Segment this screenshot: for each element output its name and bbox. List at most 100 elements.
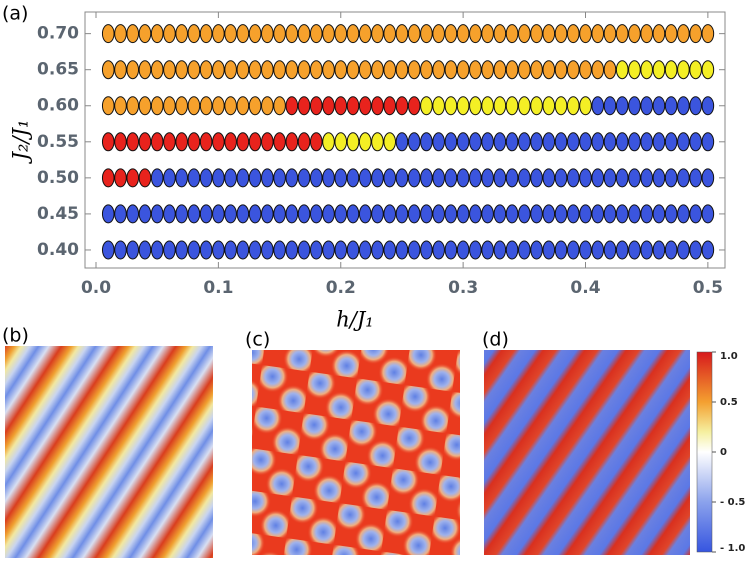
phase-point — [530, 240, 543, 260]
phase-point — [334, 60, 348, 80]
panel-label: (d) — [482, 329, 509, 351]
y-tick-label: 0.70 — [37, 24, 79, 44]
phase-point — [395, 60, 409, 80]
phase-point — [383, 24, 397, 44]
phase-point — [138, 24, 152, 44]
phase-point — [505, 96, 519, 116]
phase-point — [689, 24, 702, 44]
phase-point — [175, 96, 188, 116]
phase-point — [469, 168, 482, 188]
phase-point — [493, 60, 507, 80]
phase-point — [579, 168, 592, 188]
phase-point — [420, 60, 433, 80]
colorbar — [696, 351, 713, 553]
phase-point — [518, 24, 531, 44]
phase-point — [236, 24, 250, 44]
phase-point — [481, 24, 494, 44]
phase-point — [175, 24, 188, 44]
phase-point — [163, 60, 176, 80]
phase-point — [554, 132, 568, 152]
phase-point — [199, 96, 213, 116]
phase-point — [407, 60, 421, 80]
phase-point — [101, 60, 115, 80]
x-tick-label: 0.4 — [570, 278, 600, 298]
phase-point — [224, 204, 237, 224]
phase-point — [163, 96, 176, 116]
phase-point — [273, 204, 286, 224]
phase-point — [371, 204, 384, 224]
phase-point — [273, 168, 286, 188]
phase-point — [530, 60, 543, 80]
phase-point — [591, 96, 605, 116]
phase-point — [542, 96, 556, 116]
phase-point — [407, 204, 421, 224]
phase-point — [701, 60, 715, 80]
phase-point — [677, 96, 690, 116]
phase-point — [101, 132, 115, 152]
heatmap-d — [484, 350, 690, 555]
phase-point — [297, 60, 311, 80]
phase-point — [701, 204, 715, 224]
phase-point — [297, 132, 311, 152]
phase-point — [395, 132, 409, 152]
phase-point — [114, 96, 127, 116]
phase-point — [358, 240, 372, 260]
phase-point — [566, 60, 580, 80]
phase-point — [236, 60, 250, 80]
phase-point — [542, 60, 556, 80]
phase-point — [566, 168, 580, 188]
phase-point — [689, 96, 702, 116]
phase-point — [248, 132, 262, 152]
phase-point — [358, 132, 372, 152]
phase-point — [701, 168, 715, 188]
phase-point — [444, 168, 458, 188]
phase-point — [664, 240, 678, 260]
phase-point — [456, 24, 470, 44]
x-tick-label: 0.5 — [693, 278, 723, 298]
phase-point — [444, 132, 458, 152]
phase-point — [579, 204, 592, 224]
phase-point — [518, 132, 531, 152]
colorbar-tick-label: - 1.0 — [720, 543, 745, 554]
phase-point — [187, 132, 201, 152]
phase-point — [285, 60, 299, 80]
phase-point — [432, 24, 445, 44]
y-tick-label: 0.50 — [37, 168, 79, 188]
phase-point — [603, 204, 617, 224]
phase-point — [150, 240, 164, 260]
phase-point — [677, 132, 690, 152]
phase-point — [187, 96, 201, 116]
phase-point — [358, 60, 372, 80]
phase-point — [371, 96, 384, 116]
phase-point — [285, 132, 299, 152]
scatter-marks — [101, 24, 715, 260]
phase-point — [432, 168, 445, 188]
phase-point — [579, 96, 592, 116]
phase-point — [652, 96, 666, 116]
phase-point — [591, 24, 605, 44]
phase-point — [309, 60, 323, 80]
phase-point — [518, 240, 531, 260]
phase-point — [322, 204, 335, 224]
phase-point — [383, 240, 397, 260]
phase-point — [175, 132, 188, 152]
phase-point — [224, 132, 237, 152]
phase-point — [615, 60, 629, 80]
phase-point — [432, 240, 445, 260]
phase-point — [652, 132, 666, 152]
phase-point — [689, 60, 702, 80]
phase-point — [285, 168, 299, 188]
phase-point — [640, 240, 653, 260]
phase-point — [261, 96, 274, 116]
phase-point — [212, 96, 225, 116]
phase-point — [579, 60, 592, 80]
phase-point — [689, 168, 702, 188]
phase-point — [126, 60, 140, 80]
phase-point — [248, 24, 262, 44]
phase-point — [383, 168, 397, 188]
phase-point — [322, 24, 335, 44]
phase-point — [101, 204, 115, 224]
phase-point — [542, 240, 556, 260]
phase-point — [652, 60, 666, 80]
phase-point — [420, 168, 433, 188]
